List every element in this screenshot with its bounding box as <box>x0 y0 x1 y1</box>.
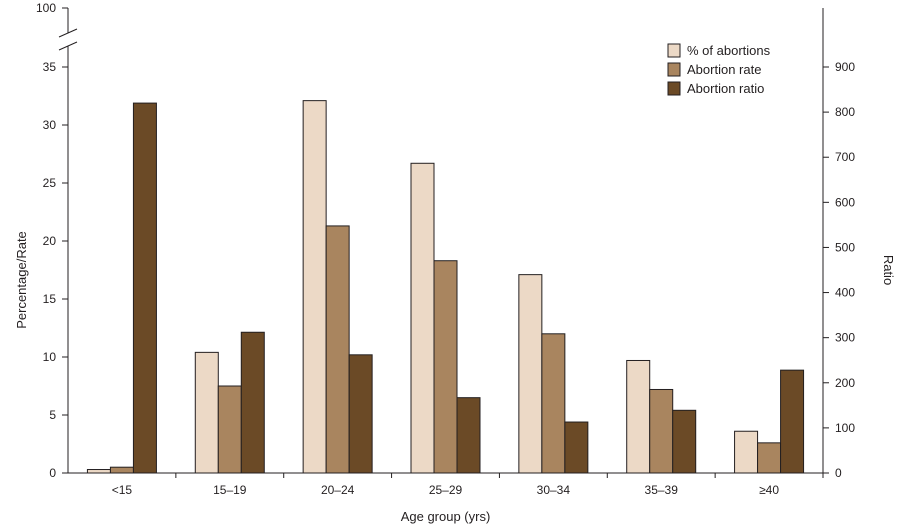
y2-tick-label: 400 <box>835 286 855 300</box>
bar-abortion-ratio <box>780 369 805 474</box>
y-tick-label: 25 <box>43 176 57 190</box>
bar-of-abortions <box>302 100 327 474</box>
axis-break-mark <box>58 41 78 51</box>
y-tick-label: 35 <box>43 60 57 74</box>
x-tick-label: <15 <box>112 483 133 497</box>
bar-abortion-ratio <box>672 409 697 474</box>
y2-tick-label: 600 <box>835 195 855 209</box>
y2-tick-label: 200 <box>835 376 855 390</box>
bar-of-abortions <box>518 274 543 474</box>
y-tick-label: 30 <box>43 118 57 132</box>
bar-of-abortions <box>194 351 219 474</box>
y-tick-label: 15 <box>43 292 57 306</box>
bar-of-abortions <box>626 359 651 474</box>
bar-abortion-rate <box>433 260 458 474</box>
y-tick-label: 100 <box>36 1 56 15</box>
bar-abortion-rate <box>649 388 674 474</box>
x-axis-title: Age group (yrs) <box>401 509 491 524</box>
y2-axis-title: Ratio <box>881 255 896 285</box>
bar-of-abortions <box>86 469 111 474</box>
bars-group <box>86 100 805 474</box>
y2-tick-label: 900 <box>835 60 855 74</box>
y2-tick-label: 800 <box>835 105 855 119</box>
bar-abortion-rate <box>541 333 566 474</box>
bar-abortion-ratio <box>456 397 481 474</box>
bar-abortion-ratio <box>564 421 589 474</box>
legend: % of abortions Abortion rate Abortion rati… <box>667 43 771 96</box>
ticks-group: 100 0 5 10 15 20 25 30 35 0 100 200 300 400 500 600 700 8… <box>36 1 855 497</box>
x-tick-label: 15–19 <box>213 483 247 497</box>
bar-abortion-ratio <box>132 102 157 474</box>
x-tick-label: ≥40 <box>759 483 779 497</box>
y-axis-title: Percentage/Rate <box>14 231 29 329</box>
y2-tick-label: 100 <box>835 421 855 435</box>
y2-tick-label: 300 <box>835 331 855 345</box>
y2-tick-label: 700 <box>835 150 855 164</box>
bar-abortion-rate <box>325 225 350 474</box>
legend-swatch <box>667 81 681 96</box>
y-tick-label: 0 <box>49 466 56 480</box>
legend-label: % of abortions <box>687 43 771 58</box>
legend-swatch <box>667 43 681 58</box>
y-tick-label: 5 <box>49 408 56 422</box>
bar-abortion-rate <box>217 385 242 474</box>
y2-tick-label: 500 <box>835 240 855 254</box>
y-tick-label: 10 <box>43 350 57 364</box>
y2-tick-label: 0 <box>835 466 842 480</box>
legend-swatch <box>667 62 681 77</box>
bar-of-abortions <box>410 162 435 474</box>
legend-label: Abortion ratio <box>687 81 764 96</box>
x-tick-label: 25–29 <box>429 483 463 497</box>
bar-abortion-ratio <box>240 331 265 474</box>
axis-break-mark <box>58 28 78 38</box>
x-tick-label: 30–34 <box>537 483 571 497</box>
bar-of-abortions <box>734 430 759 474</box>
y-tick-label: 20 <box>43 234 57 248</box>
axes-group <box>58 8 824 474</box>
legend-label: Abortion rate <box>687 62 761 77</box>
bar-abortion-rate <box>757 442 782 474</box>
bar-abortion-rate <box>109 466 134 474</box>
bar-abortion-ratio <box>348 354 373 474</box>
x-tick-label: 35–39 <box>645 483 679 497</box>
x-tick-label: 20–24 <box>321 483 355 497</box>
